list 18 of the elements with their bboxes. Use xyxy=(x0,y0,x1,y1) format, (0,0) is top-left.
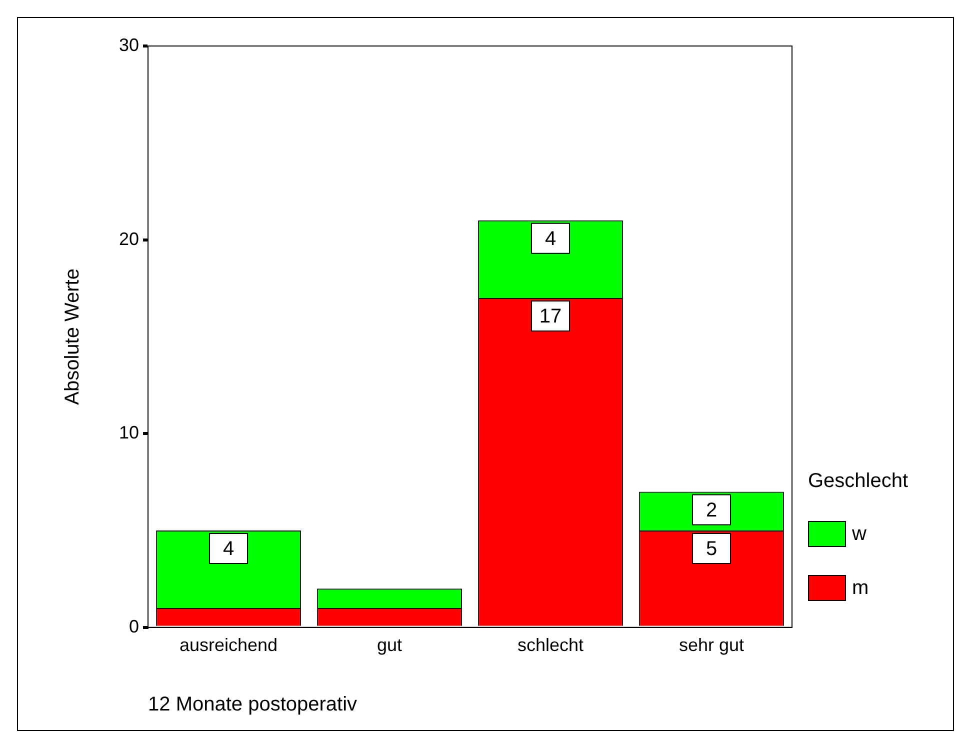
y-tick-label: 10 xyxy=(118,422,140,443)
x-axis-title: 12 Monate postoperativ xyxy=(148,694,358,716)
x-tick-label: sehr gut xyxy=(678,635,744,656)
y-tick-label: 20 xyxy=(118,228,140,249)
legend-label: w xyxy=(852,522,866,546)
data-label: 5 xyxy=(706,538,718,560)
data-label: 17 xyxy=(539,305,562,328)
data-label: 4 xyxy=(544,228,556,250)
x-tick-label: ausreichend xyxy=(179,635,278,656)
y-tick-label: 30 xyxy=(118,34,140,55)
data-label: 2 xyxy=(706,499,718,522)
y-tick-label: 0 xyxy=(129,616,140,636)
x-tick-label: gut xyxy=(377,635,402,656)
y-axis-title: Absolute Werte xyxy=(62,268,84,405)
data-label: 4 xyxy=(222,538,234,560)
x-tick-label: schlecht xyxy=(517,635,584,656)
legend-title: Geschlecht xyxy=(808,470,908,493)
legend-label: m xyxy=(852,576,869,600)
